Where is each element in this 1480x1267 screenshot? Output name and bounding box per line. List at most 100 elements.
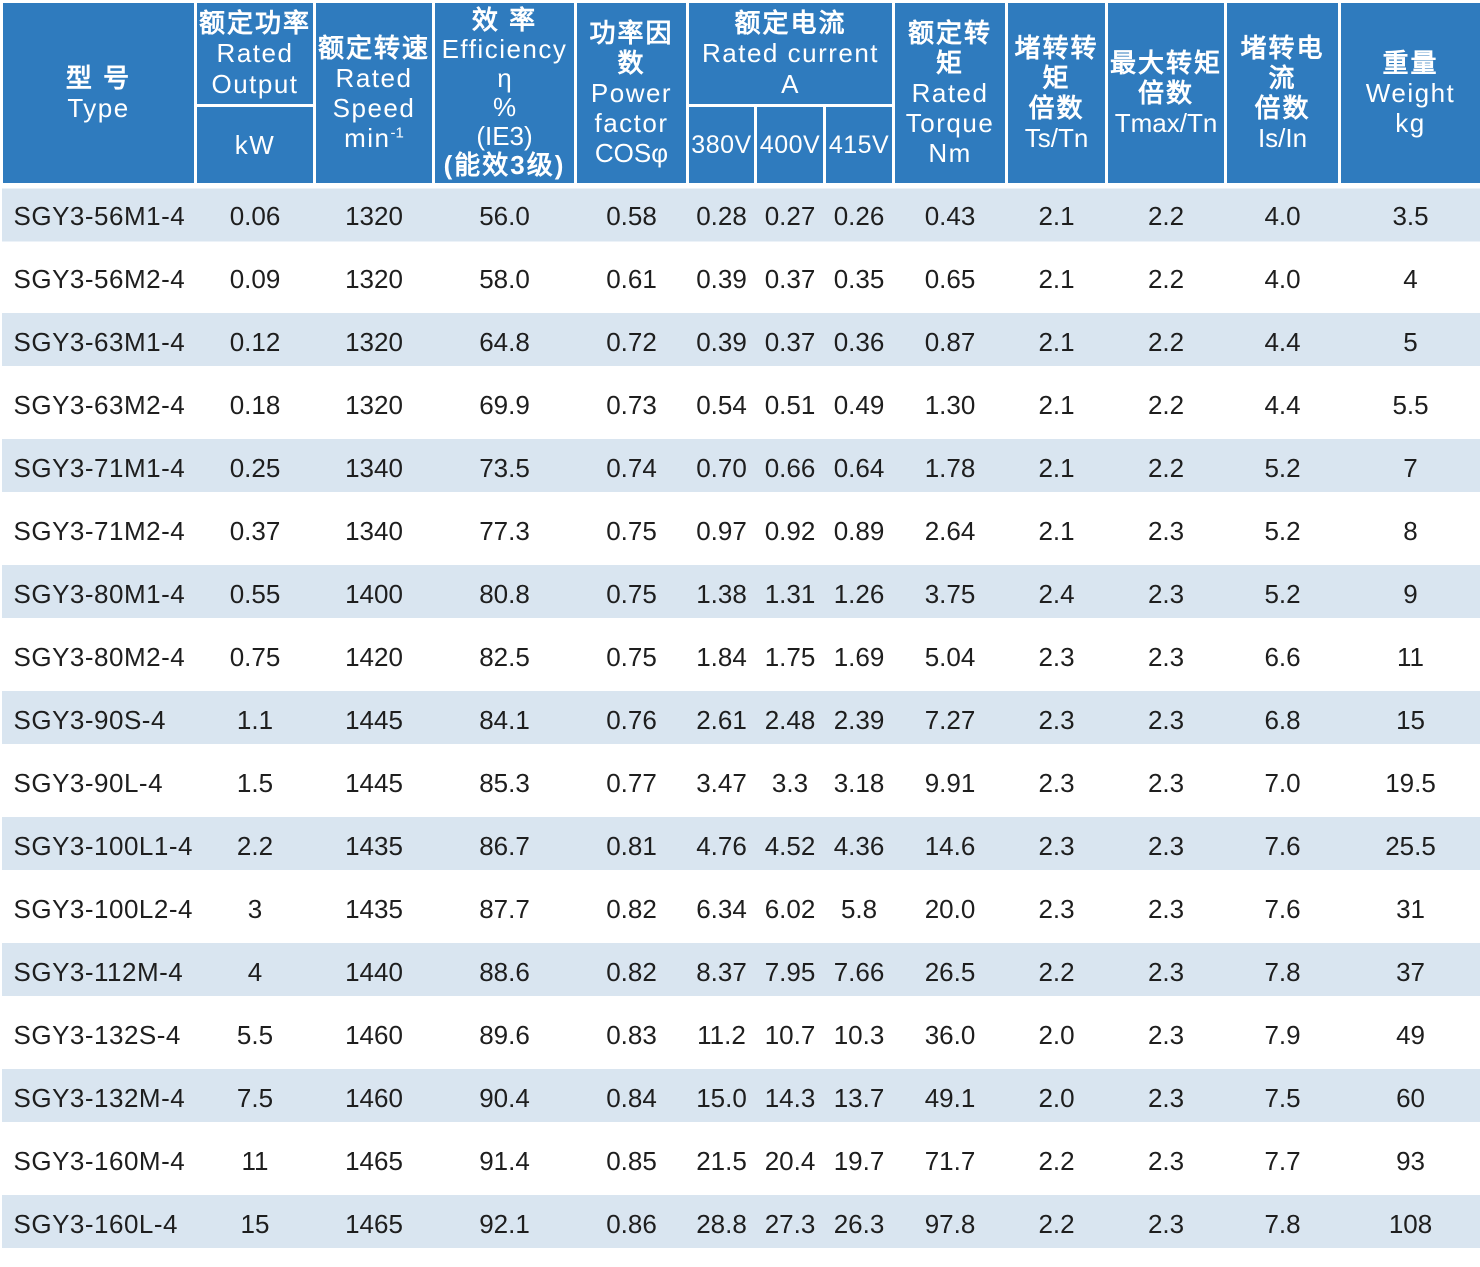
value-cell: 7.5 [1225,1066,1340,1130]
value-cell: 0.06 [195,184,315,248]
value-cell: 1445 [314,751,434,815]
value-cell: 0.75 [575,625,688,689]
value-cell: 2.3 [1006,814,1107,878]
value-cell: 19.5 [1339,751,1480,815]
header-voltage-415: 415V [822,104,896,186]
header-ts-tn: 堵转转矩 倍数 Ts/Tn [1005,0,1109,186]
value-cell: 90.4 [433,1066,576,1130]
value-cell: 15 [1339,688,1480,752]
value-cell: 85.3 [433,751,576,815]
model-type-cell: SGY3-56M1-4 [1,184,196,248]
value-cell: 2.3 [1106,499,1226,563]
table-row: SGY3-56M2-4 0.09 1320 58.0 0.61 0.39 0.37 0.35 0… [1,247,1480,311]
value-cell: 3.47 [687,751,756,815]
value-cell: 0.82 [575,940,688,1004]
value-cell: 26.3 [824,1192,894,1256]
value-cell: 2.1 [1006,247,1107,311]
value-cell: 1320 [314,184,434,248]
value-cell: 1400 [314,562,434,626]
value-cell: 4 [1339,247,1480,311]
table-row: SGY3-80M1-4 0.55 1400 80.8 0.75 1.38 1.31 1.26 3… [1,562,1480,626]
value-cell: 89.6 [433,1003,576,1067]
value-cell: 58.0 [433,247,576,311]
value-cell: 10.3 [824,1003,894,1067]
value-cell: 5.2 [1225,562,1340,626]
value-cell: 4.76 [687,814,756,878]
value-cell: 2.2 [1006,940,1107,1004]
value-cell: 7 [1339,436,1480,500]
header-efficiency: 效 率 Efficiency η % (IE3) (能效3级) [432,0,577,186]
value-cell: 1.31 [755,562,825,626]
value-cell: 2.3 [1006,877,1107,941]
value-cell: 20.0 [893,877,1007,941]
value-cell: 60 [1339,1066,1480,1130]
value-cell: 1.1 [195,688,315,752]
value-cell: 2.3 [1006,625,1107,689]
header-voltage-380: 380V [686,104,757,186]
model-type-cell: SGY3-90L-4 [1,751,196,815]
value-cell: 7.8 [1225,940,1340,1004]
value-cell: 0.92 [755,499,825,563]
value-cell: 15.0 [687,1066,756,1130]
value-cell: 2.3 [1006,688,1107,752]
value-cell: 0.75 [195,625,315,689]
value-cell: 2.2 [1106,184,1226,248]
value-cell: 0.84 [575,1066,688,1130]
value-cell: 10.7 [755,1003,825,1067]
value-cell: 2.3 [1106,625,1226,689]
value-cell: 2.4 [1006,562,1107,626]
value-cell: 1.84 [687,625,756,689]
value-cell: 36.0 [893,1003,1007,1067]
value-cell: 2.2 [1006,1129,1107,1193]
value-cell: 0.81 [575,814,688,878]
value-cell: 2.0 [1006,1003,1107,1067]
value-cell: 0.83 [575,1003,688,1067]
model-type-cell: SGY3-90S-4 [1,688,196,752]
value-cell: 0.66 [755,436,825,500]
header-rated-current: 额定电流 Rated current A [685,0,896,107]
value-cell: 1320 [314,310,434,374]
value-cell: 7.8 [1225,1192,1340,1256]
value-cell: 0.51 [755,373,825,437]
header-weight: 重量 Weight kg [1338,0,1480,186]
value-cell: 4.36 [824,814,894,878]
table-row: SGY3-112M-4 4 1440 88.6 0.82 8.37 7.95 7.66 26.5… [1,940,1480,1004]
model-type-cell: SGY3-80M1-4 [1,562,196,626]
header-type-en: Type [67,93,130,123]
value-cell: 2.2 [1106,247,1226,311]
model-type-cell: SGY3-132S-4 [1,1003,196,1067]
value-cell: 2.3 [1006,751,1107,815]
table-row: SGY3-132M-4 7.5 1460 90.4 0.84 15.0 14.3 13.7 49… [1,1066,1480,1130]
value-cell: 3.18 [824,751,894,815]
value-cell: 2.1 [1006,499,1107,563]
value-cell: 11 [1339,625,1480,689]
value-cell: 6.6 [1225,625,1340,689]
value-cell: 2.3 [1106,940,1226,1004]
header-power-factor: 功率因数 Power factor COSφ [574,0,689,186]
value-cell: 20.4 [755,1129,825,1193]
value-cell: 49 [1339,1003,1480,1067]
value-cell: 0.37 [755,247,825,311]
spec-table-body: SGY3-56M1-4 0.06 1320 56.0 0.58 0.28 0.27 0.26 0… [1,184,1480,1256]
value-cell: 3.3 [755,751,825,815]
header-rated-output: 额定功率 Rated Output [194,0,316,107]
value-cell: 1.75 [755,625,825,689]
value-cell: 2.2 [1106,436,1226,500]
value-cell: 0.64 [824,436,894,500]
value-cell: 25.5 [1339,814,1480,878]
value-cell: 2.3 [1106,1003,1226,1067]
value-cell: 1440 [314,940,434,1004]
value-cell: 0.70 [687,436,756,500]
value-cell: 88.6 [433,940,576,1004]
value-cell: 1340 [314,499,434,563]
value-cell: 2.3 [1106,1192,1226,1256]
value-cell: 0.49 [824,373,894,437]
value-cell: 15 [195,1192,315,1256]
value-cell: 64.8 [433,310,576,374]
value-cell: 1.30 [893,373,1007,437]
value-cell: 2.48 [755,688,825,752]
value-cell: 0.36 [824,310,894,374]
value-cell: 8 [1339,499,1480,563]
value-cell: 2.3 [1106,1066,1226,1130]
value-cell: 1.5 [195,751,315,815]
